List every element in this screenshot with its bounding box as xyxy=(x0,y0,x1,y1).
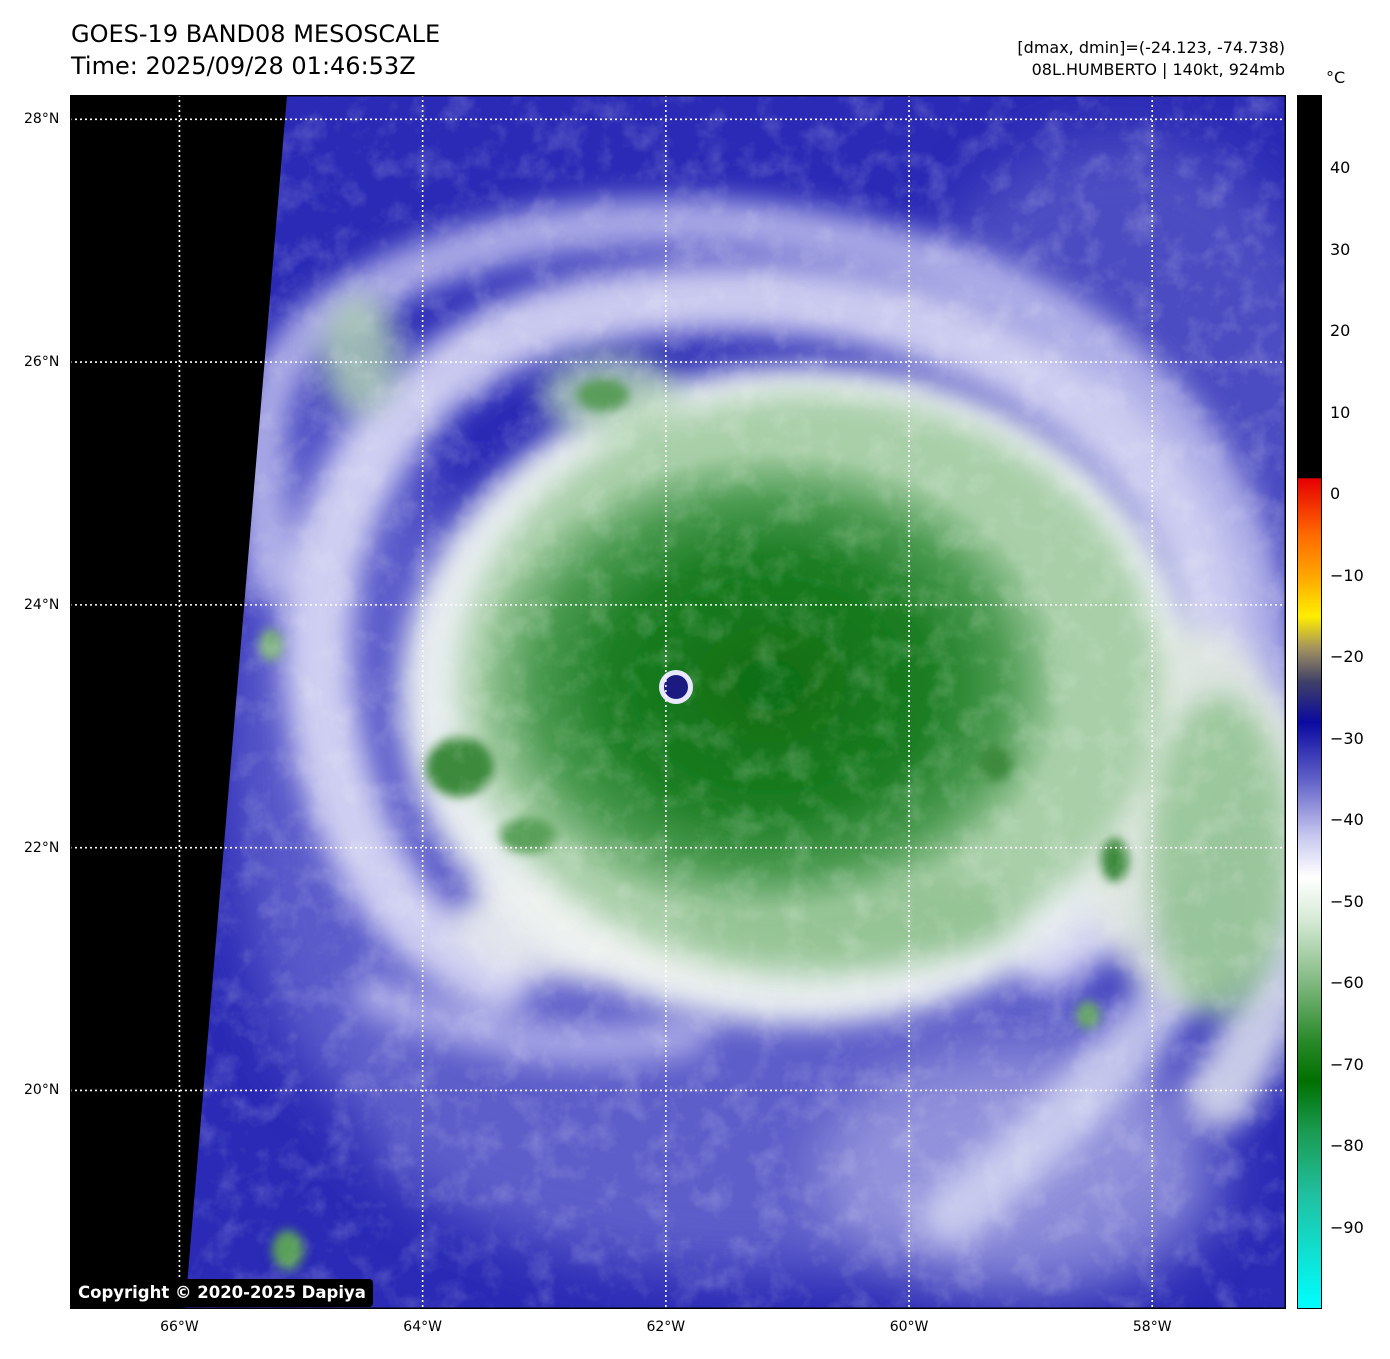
colorbar-tick-label: 40 xyxy=(1330,158,1351,178)
colorbar-tick-label: −70 xyxy=(1330,1054,1364,1074)
colorbar-tick-label: 10 xyxy=(1330,402,1351,422)
colorbar xyxy=(1297,95,1322,1309)
lon-label: 66°W xyxy=(160,1319,199,1335)
lat-label: 28°N xyxy=(24,111,60,128)
graticule xyxy=(70,95,1286,1309)
no-data-region xyxy=(70,95,287,1309)
colorbar-tick-label: 30 xyxy=(1330,239,1351,259)
timestamp-title: Time: 2025/09/28 01:46:53Z xyxy=(71,52,416,80)
lat-label: 24°N xyxy=(24,596,60,613)
colorbar-tick-label: −30 xyxy=(1330,728,1364,748)
lon-label: 62°W xyxy=(646,1319,686,1335)
colorbar-tick-label: 20 xyxy=(1330,321,1351,341)
colorbar-tick-label: −80 xyxy=(1330,1136,1364,1156)
colorbar-tick-label: −10 xyxy=(1330,565,1364,585)
data-range-info: [dmax, dmin]=(-24.123, -74.738) xyxy=(1017,38,1285,57)
lon-label: 60°W xyxy=(889,1319,929,1335)
colorbar-tick-label: −90 xyxy=(1330,1217,1364,1237)
copyright-badge: Copyright © 2020-2025 Dapiya xyxy=(71,1279,373,1307)
lat-label: 20°N xyxy=(24,1082,60,1099)
lon-label: 58°W xyxy=(1132,1319,1172,1335)
lat-label: 22°N xyxy=(24,839,60,856)
product-title: GOES-19 BAND08 MESOSCALE xyxy=(71,20,441,48)
colorbar-tick-label: 0 xyxy=(1330,484,1341,504)
colorbar-tick-label: −50 xyxy=(1330,891,1364,911)
lon-label: 64°W xyxy=(403,1319,442,1335)
colorbar-tick-label: −20 xyxy=(1330,647,1364,667)
storm-eye xyxy=(664,675,688,699)
storm-info: 08L.HUMBERTO | 140kt, 924mb xyxy=(1031,60,1285,79)
lat-label: 26°N xyxy=(24,354,60,371)
colorbar-tick-label: −40 xyxy=(1330,810,1364,830)
satellite-map xyxy=(70,95,1286,1309)
colorbar-tick-label: −60 xyxy=(1330,973,1364,993)
colorbar-unit: °C xyxy=(1326,68,1346,87)
